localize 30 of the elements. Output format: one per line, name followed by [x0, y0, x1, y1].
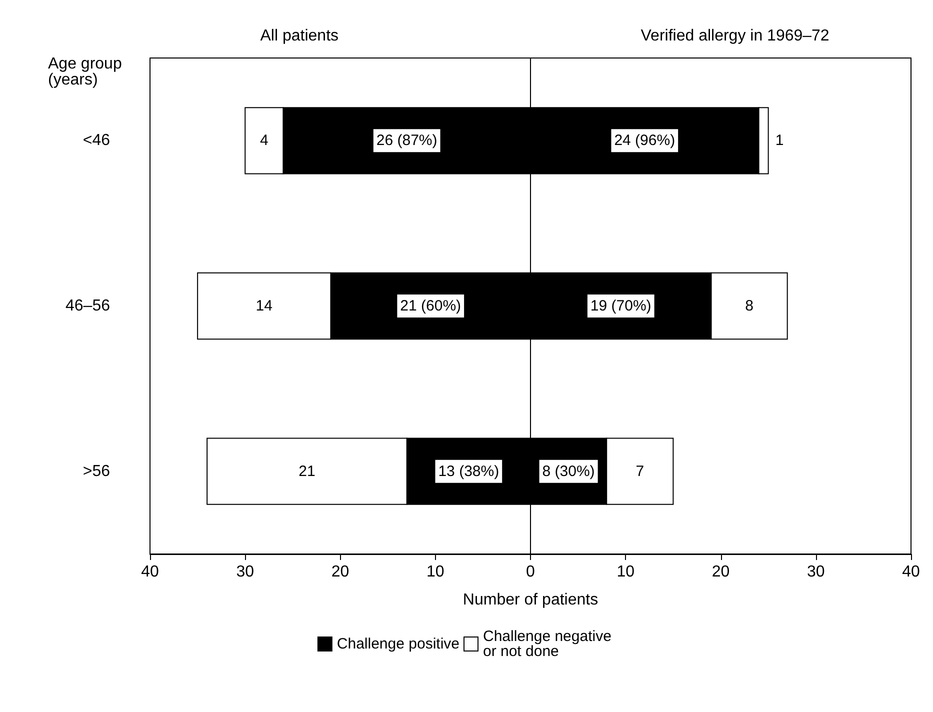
- x-tick-label: 10: [426, 564, 444, 580]
- data-label: 21 (60%): [400, 298, 462, 314]
- y-axis-title: Age group (years): [48, 56, 122, 88]
- y-tick-label: 46–56: [66, 298, 110, 314]
- x-axis-title: Number of patients: [462, 592, 598, 608]
- x-tick-label: 20: [712, 564, 730, 580]
- data-label: 13 (38%): [438, 462, 500, 480]
- x-tick-label: 40: [141, 564, 159, 580]
- legend-label: Challenge negative or not done: [482, 628, 616, 660]
- data-label: 26 (87%): [376, 132, 438, 150]
- data-label: 14: [256, 298, 272, 314]
- text: All patients: [260, 28, 339, 44]
- x-tick-label: 30: [806, 564, 825, 580]
- x-tick-label: 10: [616, 564, 635, 580]
- x-tick-label: 0: [526, 564, 536, 580]
- y-tick-label: >56: [82, 462, 110, 480]
- data-label: 19 (70%): [590, 298, 652, 314]
- data-label: 4: [260, 132, 268, 150]
- y-tick-label: <46: [82, 132, 110, 150]
- data-label: 7: [636, 462, 644, 480]
- legend-label: Challenge positive: [336, 636, 460, 652]
- x-tick-label: 20: [331, 564, 350, 580]
- data-label: 8 (30%): [542, 462, 595, 480]
- data-label: 8: [745, 298, 754, 314]
- x-tick-label: 40: [902, 564, 920, 580]
- x-tick-label: 30: [236, 564, 254, 580]
- data-label: 21: [298, 462, 316, 480]
- data-label: 24 (96%): [614, 132, 676, 150]
- text: Verified allergy in 1969–72: [640, 28, 830, 44]
- data-label: 1: [775, 132, 784, 150]
